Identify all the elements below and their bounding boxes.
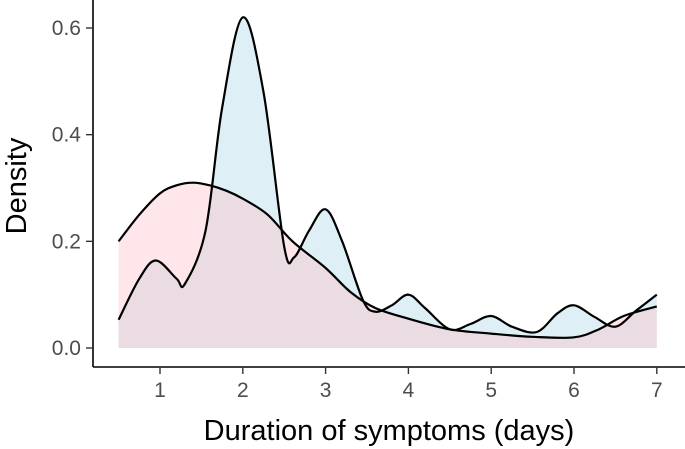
x-tick-label: 1	[154, 379, 166, 402]
x-tick-label: 2	[237, 379, 249, 402]
y-tick-label: 0.0	[52, 337, 81, 360]
x-axis-title: Duration of symptoms (days)	[204, 415, 575, 447]
y-axis-title: Density	[1, 137, 33, 234]
density-areas	[118, 17, 657, 348]
x-tick-label: 5	[485, 379, 497, 402]
y-ticks: 0.0 0.2 0.4 0.6	[52, 17, 93, 360]
x-tick-label: 6	[568, 379, 580, 402]
density-area-2	[118, 182, 657, 348]
density-lines	[117, 16, 658, 339]
x-tick-label: 3	[320, 379, 332, 402]
x-tick-label: 7	[651, 379, 663, 402]
x-ticks: 1 2 3 4 5 6 7	[154, 367, 663, 402]
y-tick-label: 0.6	[52, 17, 81, 40]
y-tick-label: 0.2	[52, 230, 81, 253]
density-line-2	[117, 181, 658, 339]
axes	[92, 0, 685, 368]
density-area-1	[118, 17, 657, 348]
x-tick-label: 4	[403, 379, 415, 402]
density-line-1	[117, 16, 658, 334]
y-tick-label: 0.4	[52, 124, 82, 147]
